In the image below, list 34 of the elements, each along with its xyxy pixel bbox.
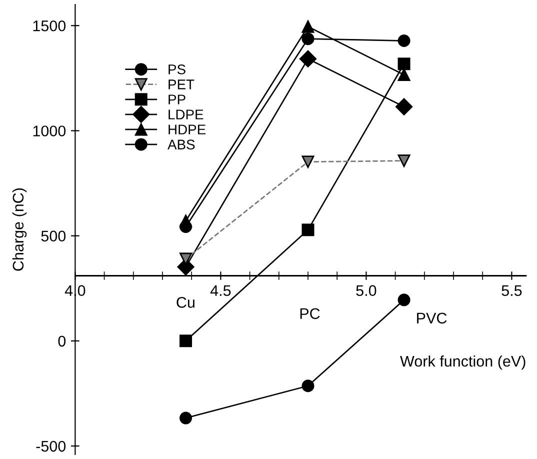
legend-label: PP (168, 94, 186, 104)
point (180, 412, 192, 424)
x-tick-label: 5.5 (502, 285, 522, 296)
legend-label: LDPE (168, 110, 204, 120)
legend-label: ABS (168, 140, 195, 150)
y-tick-label: 0 (58, 336, 66, 347)
x-axis-title: Work function (eV) (400, 355, 526, 370)
annotation: PVC (417, 312, 447, 324)
y-tick-label: 1000 (33, 126, 66, 136)
point (398, 34, 410, 47)
x-tick-label: 4.5 (210, 285, 231, 296)
point (398, 294, 410, 306)
point (299, 50, 317, 68)
point (398, 68, 410, 82)
y-tick-label: 1500 (33, 20, 66, 32)
point (398, 58, 410, 70)
y-axis-title: Charge (nC) (12, 188, 27, 271)
y-tick-label: 500 (41, 230, 66, 242)
annotation: Cu (176, 297, 194, 308)
legend-label: PS (168, 64, 186, 74)
legend-label: HDPE (168, 124, 206, 134)
point (302, 32, 314, 46)
legend-label: PET (168, 80, 194, 90)
annotation: PC (300, 308, 320, 320)
point (180, 334, 192, 348)
point (302, 20, 314, 33)
x-tick-label: 5.0 (356, 285, 376, 296)
y-tick-label: -500 (36, 440, 66, 452)
point (180, 214, 192, 228)
point (395, 98, 413, 116)
point (302, 380, 314, 392)
point (302, 224, 314, 236)
point (302, 156, 314, 168)
point (398, 154, 410, 168)
